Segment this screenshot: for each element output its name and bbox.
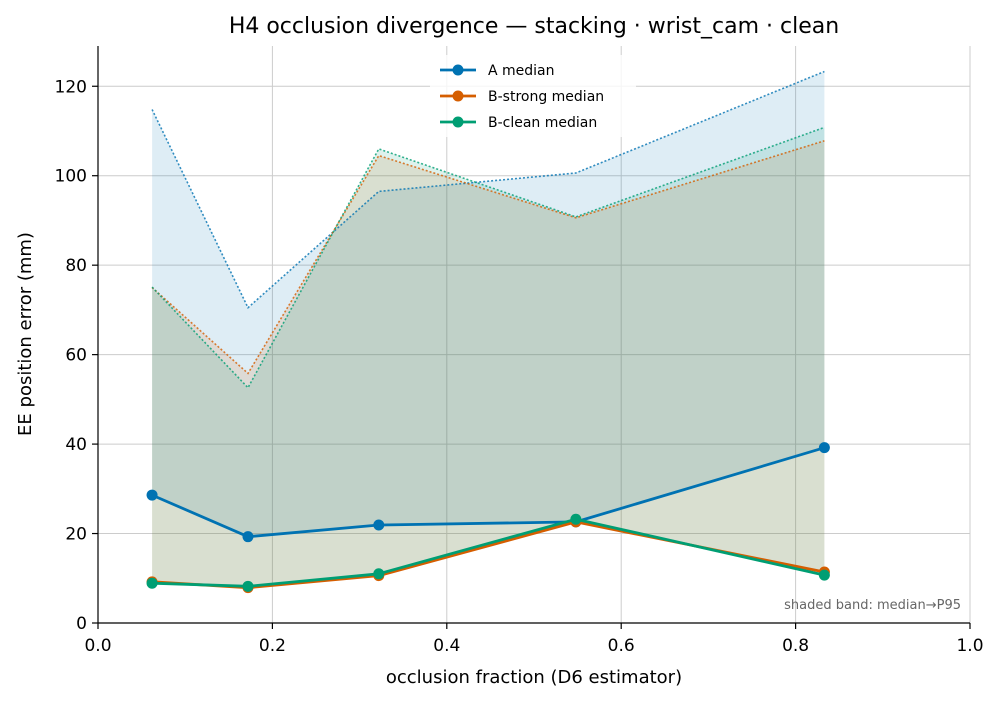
y-axis-label: EE position error (mm) xyxy=(15,232,36,436)
median-lines xyxy=(146,442,830,594)
y-tick-label-0: 0 xyxy=(76,614,87,634)
x-tick-label-0: 0.0 xyxy=(84,636,111,656)
data-point-series-2-4 xyxy=(818,569,830,581)
legend-swatch-marker-1 xyxy=(452,90,464,102)
band-series-1 xyxy=(152,140,825,588)
legend-swatch-marker-0 xyxy=(452,64,464,76)
x-tick-label-1: 0.2 xyxy=(259,636,286,656)
y-tick-label-3: 60 xyxy=(65,346,87,366)
y-tick-label-1: 20 xyxy=(65,525,87,545)
band-series-2 xyxy=(152,127,825,587)
data-point-series-0-0 xyxy=(146,489,158,501)
axes xyxy=(97,46,970,624)
band-annotation: shaded band: median→P95 xyxy=(784,598,961,613)
x-tick-label-2: 0.4 xyxy=(433,636,460,656)
legend-label-1: B-strong median xyxy=(488,89,604,105)
data-point-series-0-2 xyxy=(373,519,385,531)
legend: A median B-strong median B-clean median xyxy=(430,55,636,137)
y-tick-label-2: 40 xyxy=(65,435,87,455)
chart-title: H4 occlusion divergence — stacking · wri… xyxy=(229,14,839,39)
p95-line-series-1 xyxy=(151,140,825,375)
x-tick-label-5: 1.0 xyxy=(956,636,983,656)
x-tick-label-4: 0.8 xyxy=(782,636,809,656)
legend-swatch-marker-2 xyxy=(452,116,464,128)
data-point-series-2-2 xyxy=(373,568,385,580)
data-point-series-0-1 xyxy=(242,531,254,543)
x-tick-label-3: 0.6 xyxy=(608,636,635,656)
y-tick-label-4: 80 xyxy=(65,256,87,276)
data-point-series-2-0 xyxy=(146,577,158,589)
y-tick-label-5: 100 xyxy=(55,167,87,187)
data-point-series-2-3 xyxy=(570,513,582,525)
legend-label-0: A median xyxy=(488,63,555,79)
y-tick-label-6: 120 xyxy=(55,77,87,97)
p95-line-series-2 xyxy=(151,126,825,390)
ticks: 0.0 0.2 0.4 0.6 0.8 1.0 0 20 40 60 80 100 120 xyxy=(55,77,984,656)
legend-label-2: B-clean median xyxy=(488,115,597,131)
p95-lines xyxy=(151,70,825,390)
legend-frame xyxy=(430,55,636,137)
data-point-series-0-4 xyxy=(818,442,830,454)
data-point-series-2-1 xyxy=(242,580,254,592)
x-axis-label: occlusion fraction (D6 estimator) xyxy=(386,667,682,688)
